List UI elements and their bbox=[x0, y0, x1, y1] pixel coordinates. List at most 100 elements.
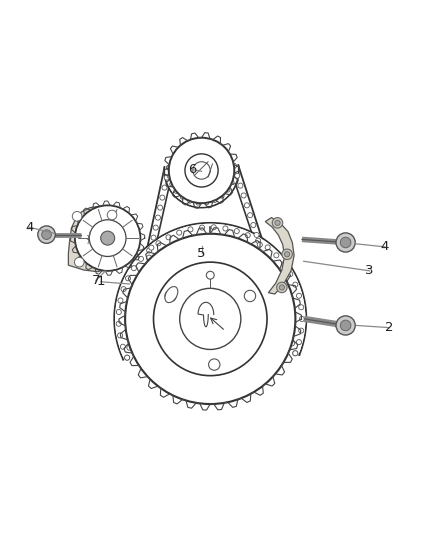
Text: 1: 1 bbox=[97, 275, 106, 288]
Circle shape bbox=[257, 242, 262, 247]
Circle shape bbox=[340, 237, 351, 248]
Circle shape bbox=[293, 351, 298, 356]
Circle shape bbox=[142, 275, 147, 280]
Circle shape bbox=[299, 328, 304, 333]
Circle shape bbox=[118, 298, 123, 303]
Circle shape bbox=[131, 325, 136, 330]
Circle shape bbox=[74, 257, 84, 267]
Circle shape bbox=[153, 225, 158, 230]
Circle shape bbox=[177, 230, 182, 235]
Circle shape bbox=[115, 224, 305, 414]
Circle shape bbox=[300, 317, 304, 321]
Circle shape bbox=[254, 232, 259, 237]
Circle shape bbox=[251, 222, 256, 228]
Circle shape bbox=[270, 281, 275, 287]
Circle shape bbox=[288, 271, 293, 277]
Circle shape bbox=[167, 174, 171, 178]
Circle shape bbox=[340, 320, 351, 330]
Text: 6: 6 bbox=[189, 163, 197, 176]
Circle shape bbox=[245, 233, 250, 238]
Circle shape bbox=[149, 245, 154, 250]
Circle shape bbox=[211, 225, 216, 230]
Circle shape bbox=[273, 292, 279, 296]
Circle shape bbox=[280, 311, 285, 316]
Circle shape bbox=[138, 256, 144, 261]
Circle shape bbox=[180, 288, 241, 350]
Circle shape bbox=[285, 252, 290, 257]
Circle shape bbox=[232, 164, 236, 168]
Circle shape bbox=[125, 234, 295, 404]
Circle shape bbox=[256, 238, 261, 243]
Circle shape bbox=[277, 282, 287, 293]
Circle shape bbox=[188, 227, 193, 232]
Circle shape bbox=[293, 282, 298, 287]
Text: 2: 2 bbox=[385, 321, 393, 334]
Circle shape bbox=[134, 315, 138, 320]
Circle shape bbox=[164, 175, 169, 180]
Circle shape bbox=[165, 134, 238, 207]
Text: 1: 1 bbox=[85, 235, 89, 241]
Circle shape bbox=[212, 198, 217, 203]
Circle shape bbox=[232, 172, 236, 176]
Polygon shape bbox=[68, 206, 123, 272]
Circle shape bbox=[274, 253, 279, 258]
Circle shape bbox=[121, 287, 126, 292]
Circle shape bbox=[205, 201, 209, 205]
Circle shape bbox=[220, 194, 224, 198]
Circle shape bbox=[136, 305, 141, 310]
Circle shape bbox=[125, 355, 130, 360]
Circle shape bbox=[140, 285, 145, 290]
Circle shape bbox=[138, 295, 143, 300]
Circle shape bbox=[226, 188, 230, 192]
Circle shape bbox=[336, 316, 355, 335]
Circle shape bbox=[293, 351, 298, 356]
Circle shape bbox=[120, 344, 125, 349]
Circle shape bbox=[279, 285, 285, 290]
Circle shape bbox=[147, 248, 152, 253]
Polygon shape bbox=[198, 302, 214, 327]
Circle shape bbox=[223, 226, 228, 231]
Circle shape bbox=[170, 182, 174, 186]
Circle shape bbox=[196, 201, 200, 205]
Circle shape bbox=[162, 185, 167, 190]
Circle shape bbox=[167, 165, 171, 169]
Circle shape bbox=[155, 215, 160, 220]
Text: 5: 5 bbox=[197, 247, 206, 260]
Circle shape bbox=[247, 213, 253, 217]
Circle shape bbox=[265, 245, 270, 250]
Circle shape bbox=[272, 217, 283, 228]
Circle shape bbox=[185, 154, 218, 187]
Circle shape bbox=[297, 293, 301, 298]
Circle shape bbox=[206, 271, 214, 279]
Circle shape bbox=[230, 181, 234, 184]
Circle shape bbox=[160, 195, 165, 200]
Circle shape bbox=[261, 252, 265, 257]
Circle shape bbox=[244, 203, 249, 208]
Circle shape bbox=[241, 193, 246, 198]
Circle shape bbox=[131, 265, 136, 271]
Circle shape bbox=[231, 163, 237, 168]
Circle shape bbox=[297, 340, 301, 345]
Text: 4: 4 bbox=[25, 221, 33, 233]
Circle shape bbox=[277, 301, 282, 306]
Circle shape bbox=[180, 195, 184, 199]
Circle shape bbox=[283, 321, 288, 326]
Circle shape bbox=[42, 230, 51, 239]
Circle shape bbox=[75, 205, 141, 271]
Circle shape bbox=[107, 210, 117, 220]
Circle shape bbox=[282, 249, 292, 260]
Circle shape bbox=[299, 305, 304, 310]
Circle shape bbox=[336, 233, 355, 252]
Circle shape bbox=[117, 333, 123, 338]
Text: 3: 3 bbox=[365, 264, 374, 277]
Circle shape bbox=[38, 226, 55, 244]
Circle shape bbox=[208, 359, 220, 370]
Circle shape bbox=[267, 272, 272, 277]
Circle shape bbox=[101, 231, 115, 245]
Circle shape bbox=[281, 262, 286, 267]
Circle shape bbox=[235, 173, 240, 178]
Circle shape bbox=[264, 262, 269, 267]
Circle shape bbox=[125, 355, 130, 360]
Circle shape bbox=[153, 262, 267, 376]
Circle shape bbox=[290, 341, 295, 346]
